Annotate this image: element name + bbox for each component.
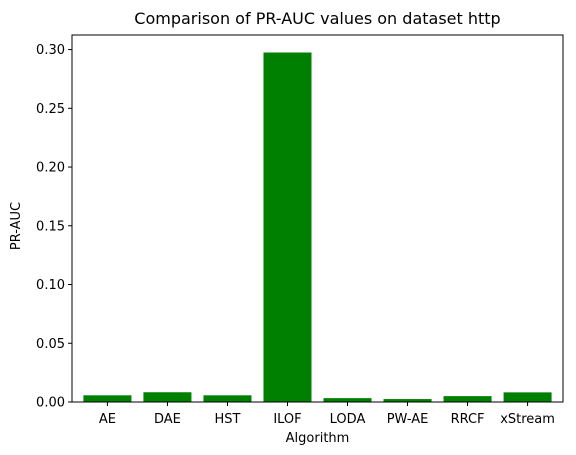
plot-area <box>71 34 564 403</box>
x-axis-label: Algorithm <box>286 431 350 446</box>
y-tick-label: 0.20 <box>36 161 65 176</box>
x-tick-label: RRCF <box>451 412 485 427</box>
y-axis-label: PR-AUC <box>9 202 24 250</box>
bar-ilof <box>263 52 312 403</box>
x-tick-label: HST <box>214 412 240 427</box>
x-tick-label: DAE <box>154 412 181 427</box>
bar-ae <box>83 395 132 402</box>
x-tick-label: AE <box>99 412 116 427</box>
bar-loda <box>323 398 372 402</box>
y-tick-label: 0.05 <box>36 337 65 352</box>
y-tick-label: 0.15 <box>36 219 65 234</box>
x-tick-label: LODA <box>330 412 366 427</box>
x-tick-label: xStream <box>500 412 555 427</box>
y-tick-label: 0.00 <box>36 396 65 411</box>
bar-pw-ae <box>383 399 432 402</box>
y-tick-label: 0.10 <box>36 278 65 293</box>
y-tick-label: 0.30 <box>36 43 65 58</box>
bar-rrcf <box>443 396 492 402</box>
bars-group <box>83 52 552 403</box>
x-tick-label: PW-AE <box>387 412 429 427</box>
plot-frame <box>71 34 564 403</box>
bar-xstream <box>503 392 552 402</box>
chart-title: Comparison of PR-AUC values on dataset h… <box>134 9 500 28</box>
bar-hst <box>203 395 252 402</box>
x-tick-label: ILOF <box>273 412 301 427</box>
bar-dae <box>143 392 192 402</box>
x-axis: AE DAE HST ILOF LODA PW-AE RRCF xStream <box>99 402 555 427</box>
y-tick-label: 0.25 <box>36 102 65 117</box>
y-axis: 0.00 0.05 0.10 0.15 0.20 0.25 0.30 <box>36 43 72 411</box>
